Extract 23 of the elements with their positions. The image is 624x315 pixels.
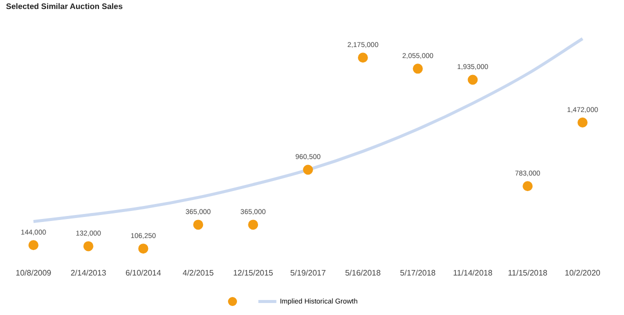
point — [468, 74, 478, 85]
point — [578, 118, 588, 128]
chart-title: Selected Similar Auction Sales — [6, 2, 124, 12]
point — [83, 241, 94, 252]
x-tick-label: 10/2/2020 — [564, 268, 601, 278]
point — [303, 164, 313, 175]
x-tick-label: 5/19/2017 — [290, 268, 326, 278]
x-tick-label: 11/15/2018 — [508, 268, 548, 278]
x-tick-label: 12/15/2015 — [233, 268, 274, 278]
x-tick-label: 10/8/2009 — [16, 268, 52, 278]
point — [28, 240, 38, 250]
x-tick-label: 6/10/2014 — [125, 268, 162, 278]
point — [358, 52, 368, 63]
point — [522, 181, 533, 192]
point — [248, 220, 258, 230]
point — [193, 220, 204, 230]
x-tick-label: 2/14/2013 — [70, 268, 107, 278]
point — [412, 64, 423, 74]
x-tick-label: 11/14/2018 — [453, 268, 493, 278]
x-tick-label: 5/17/2018 — [400, 268, 436, 278]
x-tick-label: 5/16/2018 — [345, 268, 382, 278]
point — [138, 244, 148, 254]
x-tick-label: 4/2/2015 — [182, 268, 214, 278]
